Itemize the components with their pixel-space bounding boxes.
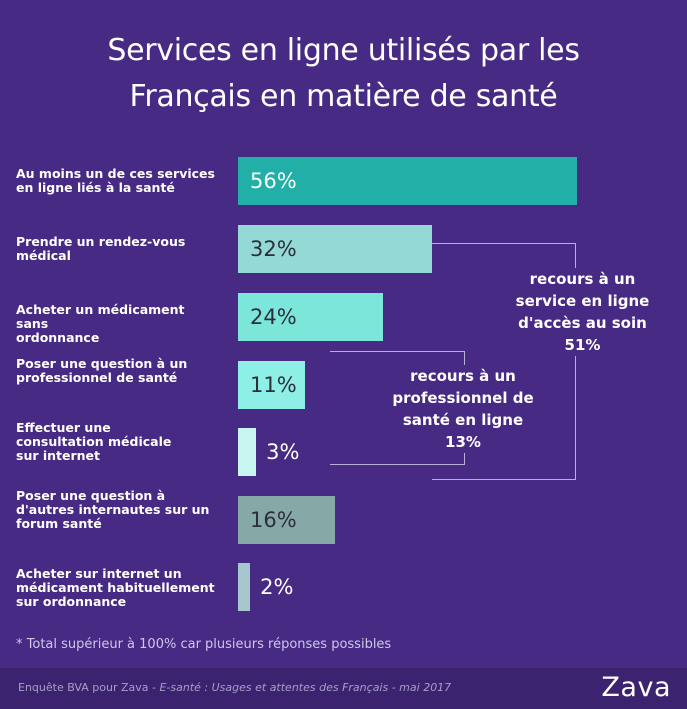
annotation-acces-soin-line: d'accès au soin bbox=[518, 314, 647, 332]
bar bbox=[238, 563, 251, 611]
title-line-2: Français en matière de santé bbox=[129, 79, 558, 114]
source-title: E-santé : Usages et attentes des Françai… bbox=[159, 681, 452, 694]
annotation-acces-soin-line: service en ligne bbox=[515, 292, 650, 310]
data-label: 2% bbox=[260, 575, 294, 599]
title-line-1: Services en ligne utilisés par les bbox=[107, 33, 580, 68]
annotation-professionnel-line: recours à un bbox=[410, 367, 516, 385]
annotation-acces-soin-line: recours à un bbox=[529, 270, 636, 288]
source-text: Enquête BVA pour Zava - E-santé : Usages… bbox=[18, 681, 451, 694]
category-label-line: Prendre un rendez-vous bbox=[16, 234, 186, 249]
data-label: 3% bbox=[266, 440, 300, 464]
bracket-acces-soin bbox=[432, 243, 576, 480]
category-label-line: Poser une question à bbox=[16, 488, 166, 503]
category-label-line: d'autres internautes sur un bbox=[16, 502, 210, 517]
data-label: 24% bbox=[250, 305, 297, 329]
bar bbox=[238, 225, 432, 273]
category-label-line: Acheter un médicament sans bbox=[16, 302, 185, 331]
annotation-professionnel-line: professionnel de bbox=[392, 389, 534, 407]
bar bbox=[238, 157, 577, 205]
category-label: Effectuer une consultation médicale sur in… bbox=[16, 421, 221, 463]
category-label: Poser une question à d'autres internautes… bbox=[16, 489, 221, 531]
source-prefix: Enquête BVA pour Zava - bbox=[18, 681, 160, 694]
category-label-line: forum santé bbox=[16, 516, 102, 531]
annotation-professionnel-value: 13% bbox=[445, 433, 481, 451]
category-label-line: Acheter sur internet un bbox=[16, 566, 182, 581]
category-label-line: ordonnance bbox=[16, 330, 100, 345]
category-label: Acheter un médicament sans ordonnance bbox=[16, 303, 221, 345]
data-label: 56% bbox=[250, 169, 297, 193]
category-label: Poser une question à un professionnel de … bbox=[16, 357, 221, 385]
category-label-line: Poser une question à un bbox=[16, 356, 188, 371]
bar bbox=[238, 428, 257, 476]
category-label: Au moins un de ces services en ligne liés… bbox=[16, 167, 221, 195]
category-label-line: consultation médicale bbox=[16, 434, 172, 449]
footer: Enquête BVA pour Zava - E-santé : Usages… bbox=[0, 668, 687, 709]
bar bbox=[238, 361, 305, 409]
category-label-line: sur ordonnance bbox=[16, 594, 127, 609]
annotation-acces-soin-value: 51% bbox=[564, 336, 601, 354]
zava-logo: Zava bbox=[601, 672, 671, 703]
category-label: Acheter sur internet un médicament habitu… bbox=[16, 567, 221, 609]
category-label-line: médical bbox=[16, 248, 71, 263]
category-label-line: médicament habituellement bbox=[16, 580, 215, 595]
bar bbox=[238, 496, 335, 544]
category-label: Prendre un rendez-vous médical bbox=[16, 235, 221, 263]
annotation-professionnel-line: santé en ligne bbox=[402, 411, 524, 429]
annotation-professionnel: recours à un professionnel de santé en l… bbox=[378, 365, 548, 453]
category-label-line: Effectuer une bbox=[16, 420, 111, 435]
footnote: * Total supérieur à 100% car plusieurs r… bbox=[16, 637, 392, 652]
annotation-acces-soin: recours à un service en ligne d'accès au… bbox=[495, 268, 670, 356]
bar bbox=[238, 293, 384, 341]
category-label-line: Au moins un de ces services bbox=[16, 166, 215, 181]
data-label: 32% bbox=[250, 237, 297, 261]
data-label: 16% bbox=[250, 508, 297, 532]
chart-title: Services en ligne utilisés par les Franç… bbox=[0, 28, 687, 120]
category-label-line: sur internet bbox=[16, 448, 101, 463]
data-label: 11% bbox=[250, 373, 297, 397]
category-label-line: professionnel de santé bbox=[16, 370, 178, 385]
category-label-line: en ligne liés à la santé bbox=[16, 180, 175, 195]
